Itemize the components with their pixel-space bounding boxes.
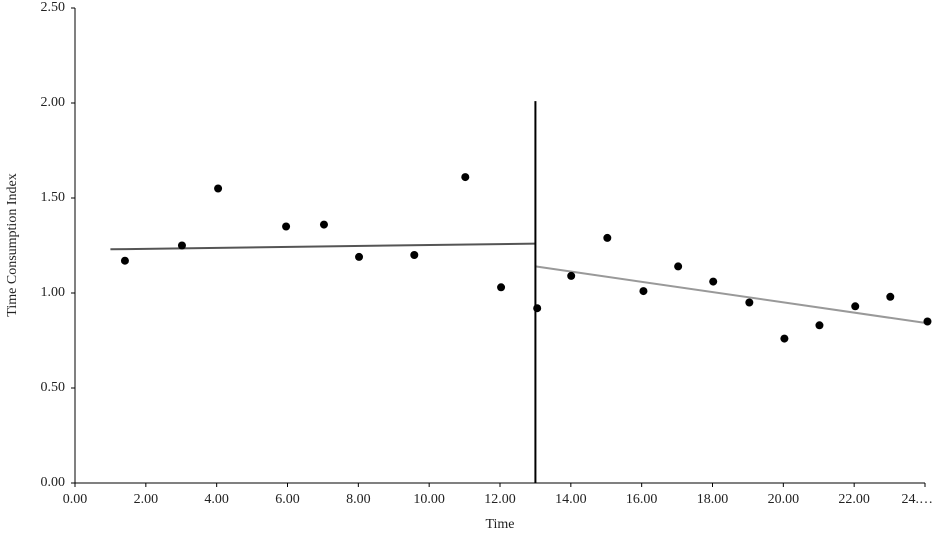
data-point — [410, 251, 419, 259]
trend-line — [110, 242, 536, 251]
y-tick-label: 2.00 — [41, 95, 66, 110]
y-tick-label: 1.00 — [41, 285, 66, 300]
x-tick-label: 10.00 — [413, 492, 445, 507]
x-tick-label: 16.00 — [626, 492, 658, 507]
data-point — [461, 173, 470, 182]
data-point — [120, 256, 129, 265]
x-tick-label: 24.… — [902, 492, 934, 507]
data-point — [319, 220, 328, 229]
data-point — [923, 317, 932, 326]
data-point — [214, 184, 223, 193]
x-tick-label: 6.00 — [275, 492, 300, 507]
data-point — [709, 277, 718, 286]
x-tick-label: 14.00 — [555, 492, 587, 507]
x-axis-title: Time — [485, 517, 514, 532]
y-tick-label: 0.50 — [41, 380, 66, 395]
data-point — [355, 252, 364, 261]
data-point — [567, 271, 576, 280]
y-axis-title: Time Consumption Index — [5, 173, 20, 316]
data-point — [851, 302, 860, 311]
y-tick-label: 2.50 — [41, 0, 66, 15]
x-tick-label: 20.00 — [768, 492, 800, 507]
x-tick-label: 8.00 — [346, 492, 371, 507]
x-tick-label: 0.00 — [63, 492, 88, 507]
data-point — [815, 321, 824, 330]
data-point — [603, 233, 612, 242]
data-point — [780, 334, 789, 343]
data-point — [533, 304, 542, 313]
data-point — [639, 287, 648, 296]
data-point — [497, 283, 506, 292]
data-point — [282, 222, 291, 231]
x-tick-label: 4.00 — [204, 492, 229, 507]
data-point — [674, 262, 683, 271]
y-tick-label: 0.00 — [41, 475, 66, 490]
data-point — [886, 292, 895, 301]
y-tick-label: 1.50 — [41, 190, 66, 205]
x-tick-label: 12.00 — [484, 492, 516, 507]
data-point — [745, 298, 754, 307]
trend-line — [535, 265, 929, 325]
data-point — [177, 241, 186, 250]
x-tick-label: 22.00 — [838, 492, 870, 507]
x-tick-label: 2.00 — [134, 492, 159, 507]
x-tick-label: 18.00 — [697, 492, 729, 507]
